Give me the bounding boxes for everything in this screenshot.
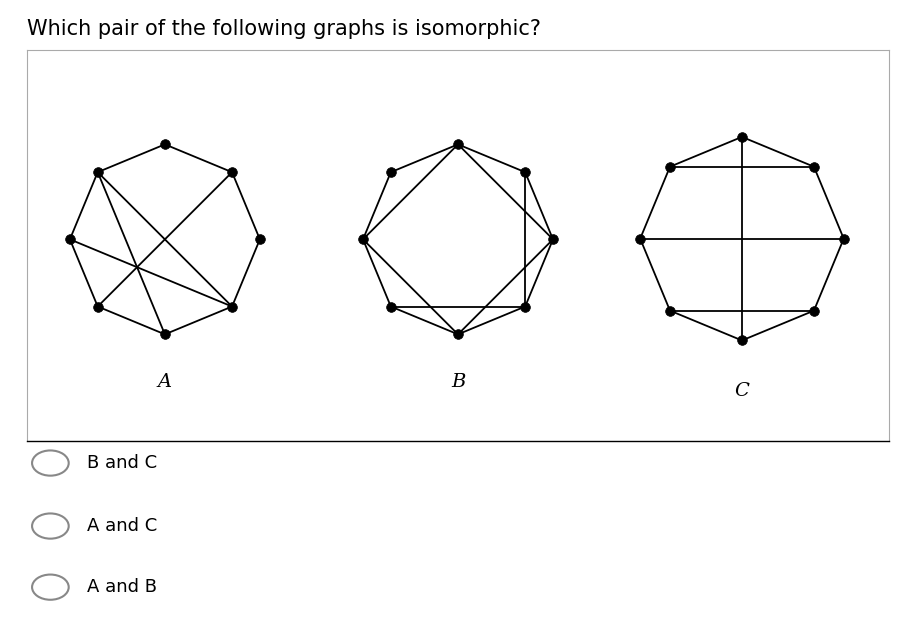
Text: Which pair of the following graphs is isomorphic?: Which pair of the following graphs is is… [27, 19, 541, 39]
Text: B and C: B and C [87, 454, 158, 472]
Text: A: A [158, 373, 172, 391]
Text: C: C [735, 382, 749, 400]
Text: A and B: A and B [87, 578, 157, 596]
Text: B: B [451, 373, 465, 391]
Text: A and C: A and C [87, 517, 158, 535]
